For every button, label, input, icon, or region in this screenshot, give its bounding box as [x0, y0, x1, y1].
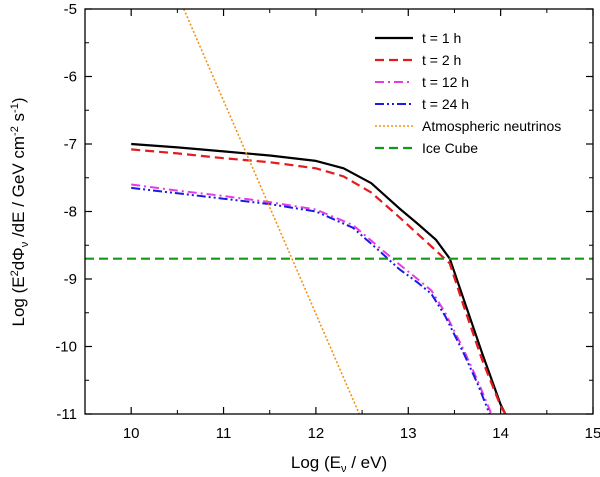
y-axis-title: Log (E2dΦν /dE / GeV cm-2 s-1) [9, 97, 31, 326]
x-tick-label: 10 [123, 425, 140, 442]
series-layer [85, 9, 593, 414]
tick-labels: 10 11 12 13 14 15 -11 -10 -9 -8 -7 -6 -5 [55, 1, 600, 442]
legend-label: t = 1 h [422, 30, 461, 46]
legend: t = 1 h t = 2 h t = 12 h t = 24 h Atmospheri… [375, 30, 561, 156]
legend-label: Atmospheric neutrinos [422, 118, 561, 134]
y-tick-label: -7 [64, 136, 77, 153]
y-tick-label: -6 [64, 69, 77, 86]
y-tick-label: -8 [64, 204, 77, 221]
y-tick-label: -10 [55, 339, 77, 356]
legend-label: t = 24 h [422, 96, 469, 112]
series-line-t-12-h [131, 183, 493, 414]
plot-frame [84, 8, 594, 415]
legend-label: t = 2 h [422, 52, 461, 68]
x-axis-title: Log (Eν / eV) [291, 453, 387, 475]
series-line-t-2-h [131, 148, 507, 414]
legend-label: Ice Cube [422, 140, 478, 156]
series-line-t-24-h [131, 186, 491, 414]
plot-background [85, 9, 593, 414]
series-line-atmospheric-neutrinos [183, 9, 361, 414]
y-tick-label: -11 [56, 406, 77, 423]
x-tick-label: 14 [492, 425, 509, 442]
series-line-t-1-h [131, 142, 507, 414]
y-tick-label: -5 [64, 1, 77, 18]
x-tick-label: 12 [308, 425, 325, 442]
x-tick-label: 11 [216, 425, 232, 442]
x-tick-label: 15 [585, 425, 600, 442]
x-tick-label: 13 [400, 425, 417, 442]
y-tick-label: -9 [64, 271, 77, 288]
legend-label: t = 12 h [422, 74, 469, 90]
